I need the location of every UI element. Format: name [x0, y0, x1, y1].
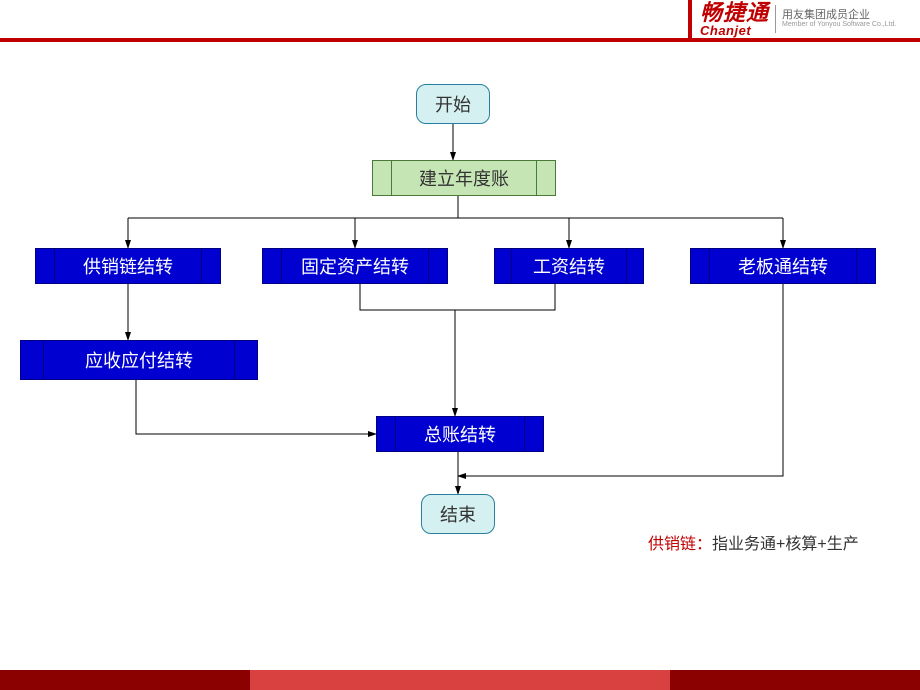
flow-node-label: 开始: [435, 91, 471, 117]
flow-edge: [360, 284, 455, 310]
footer-strip: [0, 670, 920, 690]
flow-node-gl: 总账结转: [376, 416, 544, 452]
footnote-key: 供销链：: [648, 536, 712, 553]
footnote: 供销链：指业务通+核算+生产: [648, 530, 859, 554]
flow-node-label: 工资结转: [533, 253, 605, 279]
flow-node-boss: 老板通结转: [690, 248, 876, 284]
flow-edge: [455, 284, 555, 310]
flow-node-label: 固定资产结转: [301, 253, 409, 279]
flow-node-label: 应收应付结转: [85, 347, 193, 373]
footer-seg-2: [250, 670, 670, 690]
footer-seg-3: [670, 670, 920, 690]
flow-node-label: 总账结转: [424, 421, 496, 447]
flow-node-supply: 供销链结转: [35, 248, 221, 284]
flow-node-fixed: 固定资产结转: [262, 248, 448, 284]
flow-node-setup: 建立年度账: [372, 160, 556, 196]
flow-node-arap: 应收应付结转: [20, 340, 258, 380]
footer-seg-1: [0, 670, 250, 690]
flow-node-label: 供销链结转: [83, 253, 173, 279]
flow-node-label: 建立年度账: [419, 165, 509, 191]
flow-node-label: 结束: [440, 501, 476, 527]
flow-edge: [136, 380, 376, 434]
flow-node-start: 开始: [416, 84, 490, 124]
flow-node-salary: 工资结转: [494, 248, 644, 284]
footnote-val: 指业务通+核算+生产: [712, 536, 859, 553]
flow-node-label: 老板通结转: [738, 253, 828, 279]
flow-node-end: 结束: [421, 494, 495, 534]
